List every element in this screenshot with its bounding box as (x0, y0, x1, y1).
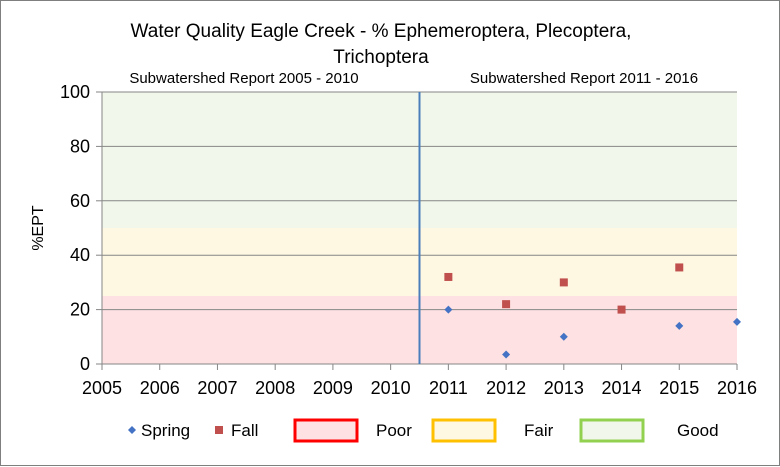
fall-point-2015 (675, 263, 684, 272)
data-points (444, 263, 741, 359)
x-tick-label-2013: 2013 (544, 378, 584, 398)
legend-item-spring: Spring (128, 421, 190, 440)
legend-poor-box (293, 418, 359, 443)
legend-fall-label: Fall (231, 421, 258, 440)
x-tick-label-2016: 2016 (717, 378, 757, 398)
legend-item-poor: Poor (293, 418, 412, 443)
legend-item-good: Good (579, 418, 719, 443)
x-tick-label-2006: 2006 (140, 378, 180, 398)
legend-item-fall: Fall (215, 421, 258, 440)
y-tick-label-20: 20 (70, 300, 90, 320)
legend-poor-label: Poor (376, 421, 412, 440)
legend: Spring Fall Poor Fair Good (128, 418, 719, 443)
y-tick-label-80: 80 (70, 136, 90, 156)
spring-point-2012 (502, 350, 511, 359)
chart-title-line-1: Water Quality Eagle Creek - % Ephemeropt… (131, 21, 632, 42)
legend-good-box (579, 418, 645, 443)
fall-point-2011 (444, 272, 453, 281)
y-tick-label-100: 100 (60, 82, 90, 102)
fall-point-2014 (617, 305, 626, 314)
report-label-2011-2016: Subwatershed Report 2011 - 2016 (470, 70, 698, 87)
x-tick-label-2010: 2010 (371, 378, 411, 398)
spring-point-2011 (444, 305, 453, 314)
legend-fall-marker (215, 426, 223, 434)
x-tick-label-2009: 2009 (313, 378, 353, 398)
x-tick-label-2014: 2014 (602, 378, 642, 398)
spring-point-2016 (733, 317, 741, 326)
y-tick-label-0: 0 (80, 354, 90, 374)
y-tick-label-40: 40 (70, 245, 90, 265)
x-tick-label-2011: 2011 (429, 378, 468, 398)
x-tick-label-2012: 2012 (486, 378, 526, 398)
y-axis-label: %EPT (30, 205, 47, 251)
spring-point-2015 (675, 321, 684, 330)
chart-title: Water Quality Eagle Creek - % Ephemeropt… (131, 21, 632, 68)
report-label-2005-2010: Subwatershed Report 2005 - 2010 (129, 70, 358, 87)
fall-point-2012 (502, 300, 511, 309)
x-tick-label-2008: 2008 (255, 378, 295, 398)
report-labels: Subwatershed Report 2005 - 2010 Subwater… (129, 70, 698, 87)
legend-spring-label: Spring (141, 421, 190, 440)
x-tick-label-2015: 2015 (659, 378, 699, 398)
series-fall (444, 263, 684, 314)
legend-good-label: Good (677, 421, 719, 440)
legend-spring-marker (128, 426, 136, 434)
y-tick-label-60: 60 (70, 191, 90, 211)
chart-title-line-2: Trichoptera (333, 47, 429, 68)
fall-point-2013 (559, 278, 568, 287)
axes: 0 20 40 60 80 100 2005 2006 2007 2008 2009 2010 2011… (30, 82, 757, 398)
legend-item-fair: Fair (431, 418, 554, 443)
x-tick-label-2007: 2007 (197, 378, 237, 398)
legend-fair-label: Fair (524, 421, 554, 440)
x-tick-label-2005: 2005 (82, 378, 122, 398)
spring-point-2013 (559, 332, 568, 341)
legend-fair-box (431, 418, 497, 443)
